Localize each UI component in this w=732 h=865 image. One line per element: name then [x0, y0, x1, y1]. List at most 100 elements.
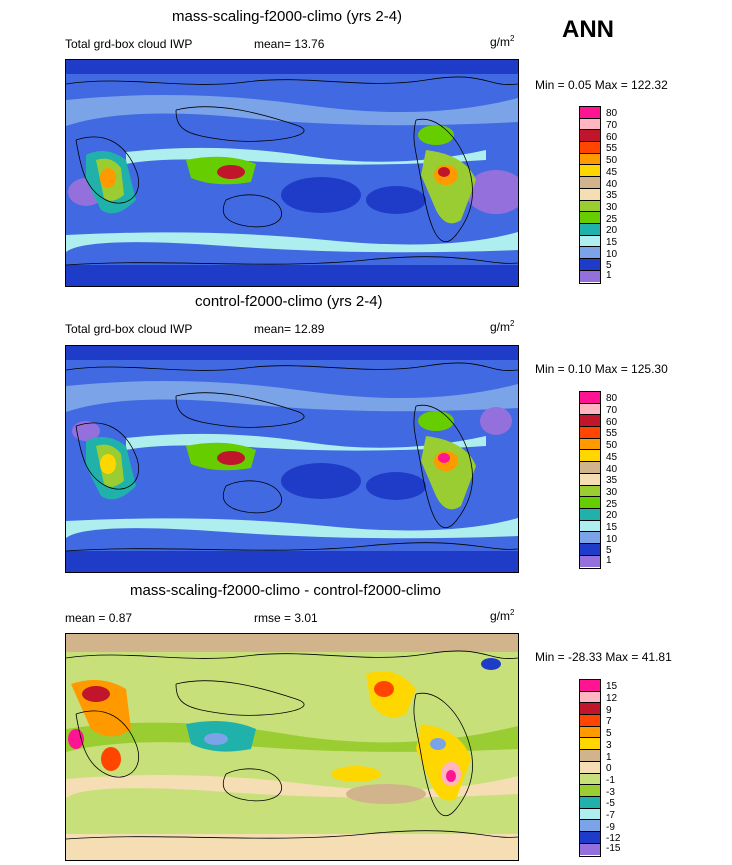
panel1-mean: mean= 13.76: [254, 37, 325, 51]
season-label: ANN: [562, 16, 614, 43]
panel3-colorbar-swatch: [580, 691, 600, 704]
panel2-colorbar-swatch: [580, 555, 600, 568]
panel1-colorbar-tick: 10: [606, 249, 618, 260]
panel1-colorbar-tick: 55: [606, 143, 618, 154]
panel3-colorbar-tick: -15: [606, 843, 621, 854]
panel3-colorbar-swatch: [580, 831, 600, 844]
panel1-colorbar-tick: 45: [606, 167, 618, 178]
panel3-mean: mean = 0.87: [65, 611, 133, 625]
panel1-colorbar-swatch: [580, 258, 600, 271]
panel2-colorbar-swatch: [580, 485, 600, 498]
panel2-colorbar-swatch: [580, 462, 600, 474]
panel2-minmax: Min = 0.10 Max = 125.30: [535, 362, 668, 376]
panel1-colorbar-swatch: [580, 235, 600, 248]
panel3-colorbar-swatch: [580, 738, 600, 751]
panel3-colorbar-tick: 15: [606, 681, 618, 692]
panel1-colorbar: [579, 106, 601, 284]
panel3-colorbar-swatch: [580, 785, 600, 797]
panel1-colorbar-swatch: [580, 223, 600, 236]
panel3-colorbar-tick: 7: [606, 716, 612, 727]
panel2-colorbar-swatch: [580, 403, 600, 416]
panel2-colorbar-tick: 50: [606, 440, 618, 451]
panel2-colorbar-tick: 30: [606, 487, 618, 498]
panel1-colorbar-swatch: [580, 165, 600, 178]
panel2-colorbar-swatch: [580, 392, 600, 404]
panel1-colorbar-swatch: [580, 212, 600, 224]
panel3-map: [65, 633, 519, 861]
panel1-colorbar-tick: 40: [606, 179, 618, 190]
panel3-colorbar-tick: 5: [606, 728, 612, 739]
panel2-colorbar-swatch: [580, 497, 600, 509]
panel1-colorbar-tick: 30: [606, 202, 618, 213]
panel3-colorbar-tick: -1: [606, 775, 615, 786]
panel1-colorbar-swatch: [580, 188, 600, 201]
panel3-colorbar-tick: 3: [606, 740, 612, 751]
panel3-colorbar-tick: 9: [606, 705, 612, 716]
panel3-title: mass-scaling-f2000-climo - control-f2000…: [130, 582, 441, 599]
panel2-colorbar-swatch: [580, 415, 600, 428]
panel3-colorbar-tick: 0: [606, 763, 612, 774]
panel1-units: g/m2: [490, 34, 515, 49]
panel1-minmax: Min = 0.05 Max = 122.32: [535, 78, 668, 92]
panel2-colorbar-tick: 5: [606, 545, 612, 556]
panel3-colorbar-swatch: [580, 773, 600, 786]
panel2-colorbar-tick: 10: [606, 534, 618, 545]
panel2-colorbar-tick: 25: [606, 499, 618, 510]
panel1-colorbar-tick: 20: [606, 225, 618, 236]
panel2-map: [65, 345, 519, 573]
panel1-map: [65, 59, 519, 287]
panel1-colorbar-swatch: [580, 177, 600, 189]
panel3-colorbar-swatch: [580, 703, 600, 716]
panel1-variable-label: Total grd-box cloud IWP: [65, 37, 193, 51]
panel1-colorbar-swatch: [580, 270, 600, 283]
panel1-colorbar-tick: 25: [606, 214, 618, 225]
panel3-colorbar-swatch: [580, 750, 600, 762]
panel3-colorbar-tick: -3: [606, 787, 615, 798]
panel3-colorbar-swatch: [580, 796, 600, 809]
panel2-colorbar-tick: 45: [606, 452, 618, 463]
panel3-colorbar-swatch: [580, 726, 600, 739]
panel2-colorbar-swatch: [580, 520, 600, 533]
panel2-colorbar-swatch: [580, 427, 600, 439]
panel3-rmse: rmse = 3.01: [254, 611, 318, 625]
panel2-colorbar-tick: 15: [606, 522, 618, 533]
panel1-colorbar-tick: 60: [606, 132, 618, 143]
panel3-units: g/m2: [490, 608, 515, 623]
panel2-colorbar-tick: 60: [606, 417, 618, 428]
panel2-colorbar-swatch: [580, 508, 600, 521]
panel1-colorbar-tick: 70: [606, 120, 618, 131]
panel2-variable-label: Total grd-box cloud IWP: [65, 322, 193, 336]
panel3-colorbar-tick: -12: [606, 833, 621, 844]
panel1-colorbar-swatch: [580, 107, 600, 119]
panel1-colorbar-swatch: [580, 142, 600, 154]
panel3-colorbar-tick: -9: [606, 822, 615, 833]
panel3-minmax: Min = -28.33 Max = 41.81: [535, 650, 672, 664]
panel1-colorbar-swatch: [580, 153, 600, 166]
panel2-colorbar-swatch: [580, 438, 600, 451]
panel1-colorbar-tick: 15: [606, 237, 618, 248]
panel2-colorbar-swatch: [580, 450, 600, 463]
panel1-colorbar-swatch: [580, 200, 600, 213]
panel2-colorbar: [579, 391, 601, 569]
panel1-colorbar-tick: 35: [606, 190, 618, 201]
panel2-colorbar-tick: 20: [606, 510, 618, 521]
panel1-colorbar-swatch: [580, 118, 600, 131]
panel3-colorbar-tick: 1: [606, 752, 612, 763]
panel2-colorbar-swatch: [580, 543, 600, 556]
panel3-colorbar-tick: 12: [606, 693, 618, 704]
panel3-colorbar-swatch: [580, 715, 600, 727]
panel2-colorbar-swatch: [580, 473, 600, 486]
panel3-colorbar-tick: -7: [606, 810, 615, 821]
panel1-colorbar-tick: 5: [606, 260, 612, 271]
panel1-colorbar-swatch: [580, 247, 600, 259]
panel2-colorbar-tick: 35: [606, 475, 618, 486]
panel3-colorbar-swatch: [580, 808, 600, 821]
panel2-mean: mean= 12.89: [254, 322, 325, 336]
panel2-colorbar-tick: 1: [606, 555, 612, 566]
panel2-title: control-f2000-climo (yrs 2-4): [195, 293, 383, 310]
panel3-colorbar-swatch: [580, 761, 600, 774]
panel1-colorbar-tick: 1: [606, 270, 612, 281]
panel2-colorbar-swatch: [580, 532, 600, 544]
panel3-colorbar-swatch: [580, 680, 600, 692]
panel1-colorbar-tick: 80: [606, 108, 618, 119]
